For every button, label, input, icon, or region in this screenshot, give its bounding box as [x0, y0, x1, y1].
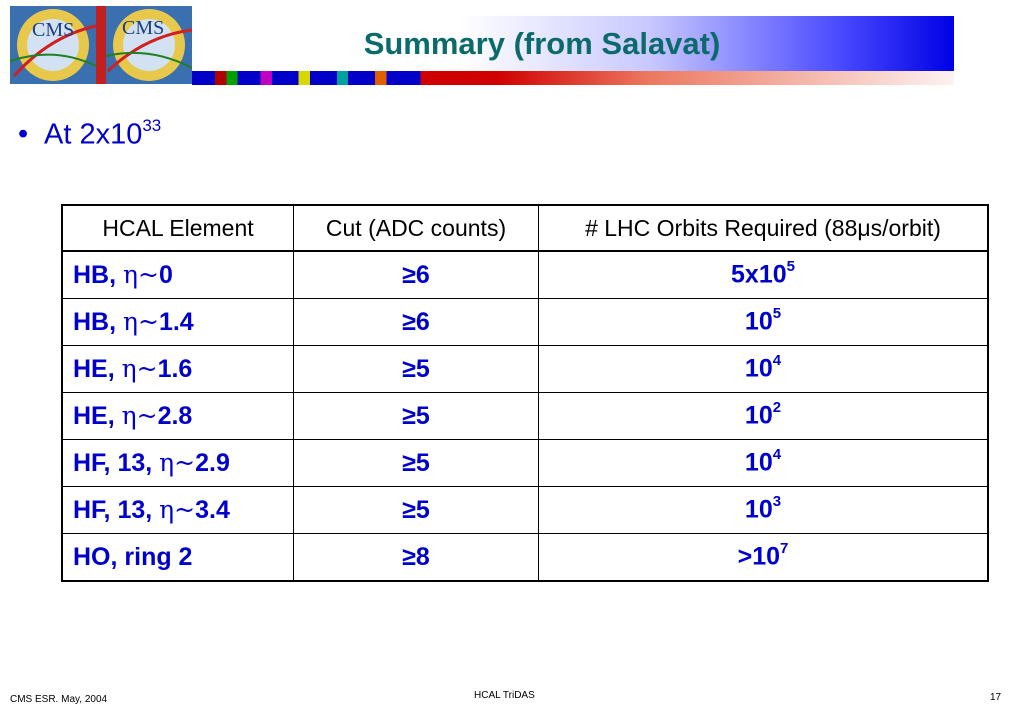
bullet-text-base: At 2x10 — [44, 118, 143, 151]
cell-cut: ≥5 — [293, 439, 539, 487]
element-prefix: HE, — [73, 402, 122, 430]
orbits-exponent: 2 — [772, 399, 782, 417]
bullet-icon: • — [18, 118, 29, 150]
element-value: 1.4 — [158, 308, 194, 336]
table-row: HE, η~2.8 ≥5 102 — [61, 392, 989, 440]
orbits-base: >10 — [737, 542, 781, 571]
logo-text-left: CMS — [32, 19, 74, 41]
element-prefix: HF, 13, — [73, 449, 160, 477]
cell-cut: ≥6 — [293, 298, 539, 346]
bullet-text-exponent: 33 — [142, 116, 162, 135]
element-prefix: HE, — [73, 355, 122, 383]
orbits-base: 5x10 — [731, 260, 787, 289]
cell-element: HF, 13, η~3.4 — [61, 486, 294, 534]
cell-orbits: >107 — [538, 533, 989, 582]
header-orbits: # LHC Orbits Required (88μs/orbit) — [538, 204, 989, 252]
orbits-base: 10 — [744, 401, 773, 430]
eta-symbol: η~ — [159, 448, 196, 477]
cell-orbits: 104 — [538, 345, 989, 393]
table-row: HE, η~1.6 ≥5 104 — [61, 345, 989, 393]
element-value: 1.6 — [157, 355, 193, 383]
cell-orbits: 104 — [538, 439, 989, 487]
element-value: 0 — [158, 261, 173, 289]
header-hcal-element: HCAL Element — [61, 204, 294, 252]
table-row: HF, 13, η~3.4 ≥5 103 — [61, 486, 989, 534]
cell-orbits: 102 — [538, 392, 989, 440]
slide-title: Summary (from Salavat) — [363, 25, 721, 61]
cell-orbits: 103 — [538, 486, 989, 534]
color-strip-fade — [192, 71, 954, 85]
eta-symbol: η~ — [121, 401, 158, 430]
element-value: 3.4 — [195, 496, 230, 524]
orbits-exponent: 7 — [780, 540, 789, 558]
slide-header: CMS CMS Summary (from Salavat) — [0, 0, 1024, 88]
footer-center: HCAL TriDAS — [474, 690, 535, 701]
orbits-exponent: 3 — [772, 493, 782, 511]
summary-table: HCAL Element Cut (ADC counts) # LHC Orbi… — [61, 204, 989, 582]
orbits-base: 10 — [744, 354, 773, 383]
page-number: 17 — [990, 692, 1002, 703]
eta-symbol: η~ — [121, 354, 158, 383]
element-prefix: HF, 13, — [73, 496, 160, 524]
orbits-base: 10 — [744, 495, 773, 524]
table-row: HB, η~0 ≥6 5x105 — [61, 250, 989, 299]
element-value: 2.9 — [195, 449, 230, 477]
footer-left: CMS ESR. May, 2004 — [10, 694, 108, 705]
orbits-base: 10 — [744, 307, 773, 336]
orbits-exponent: 5 — [772, 305, 782, 323]
bullet-item: • At 2x1033 — [18, 116, 162, 152]
cell-orbits: 105 — [538, 298, 989, 346]
cell-element: HE, η~2.8 — [61, 392, 294, 440]
table-row: HF, 13, η~2.9 ≥5 104 — [61, 439, 989, 487]
orbits-exponent: 5 — [786, 258, 795, 276]
cell-cut: ≥5 — [293, 486, 539, 534]
cell-element: HB, η~0 — [61, 250, 294, 299]
table-header-row: HCAL Element Cut (ADC counts) # LHC Orbi… — [61, 204, 989, 252]
cell-element: HF, 13, η~2.9 — [61, 439, 294, 487]
cell-cut: ≥5 — [293, 345, 539, 393]
table-row: HO, ring 2 ≥8 >107 — [61, 533, 989, 582]
element-prefix: HB, — [73, 308, 123, 336]
cell-cut: ≥6 — [293, 250, 539, 299]
orbits-exponent: 4 — [772, 446, 782, 464]
header-cut: Cut (ADC counts) — [293, 204, 539, 252]
cell-element: HO, ring 2 — [61, 533, 294, 582]
bullet-text: At 2x1033 — [44, 116, 162, 152]
cell-element: HB, η~1.4 — [61, 298, 294, 346]
element-prefix: HO, ring 2 — [73, 543, 193, 571]
cms-logo: CMS CMS — [10, 6, 192, 84]
eta-symbol: η~ — [123, 260, 159, 289]
eta-symbol: η~ — [123, 307, 159, 336]
cell-cut: ≥5 — [293, 392, 539, 440]
cell-cut: ≥8 — [293, 533, 539, 582]
logo-text-right: CMS — [122, 17, 164, 39]
eta-symbol: η~ — [159, 495, 196, 524]
cell-orbits: 5x105 — [538, 250, 989, 299]
title-band — [192, 16, 954, 71]
table-row: HB, η~1.4 ≥6 105 — [61, 298, 989, 346]
element-value: 2.8 — [157, 402, 193, 430]
element-prefix: HB, — [73, 261, 123, 289]
orbits-exponent: 4 — [772, 352, 782, 370]
cell-element: HE, η~1.6 — [61, 345, 294, 393]
orbits-base: 10 — [744, 448, 773, 477]
